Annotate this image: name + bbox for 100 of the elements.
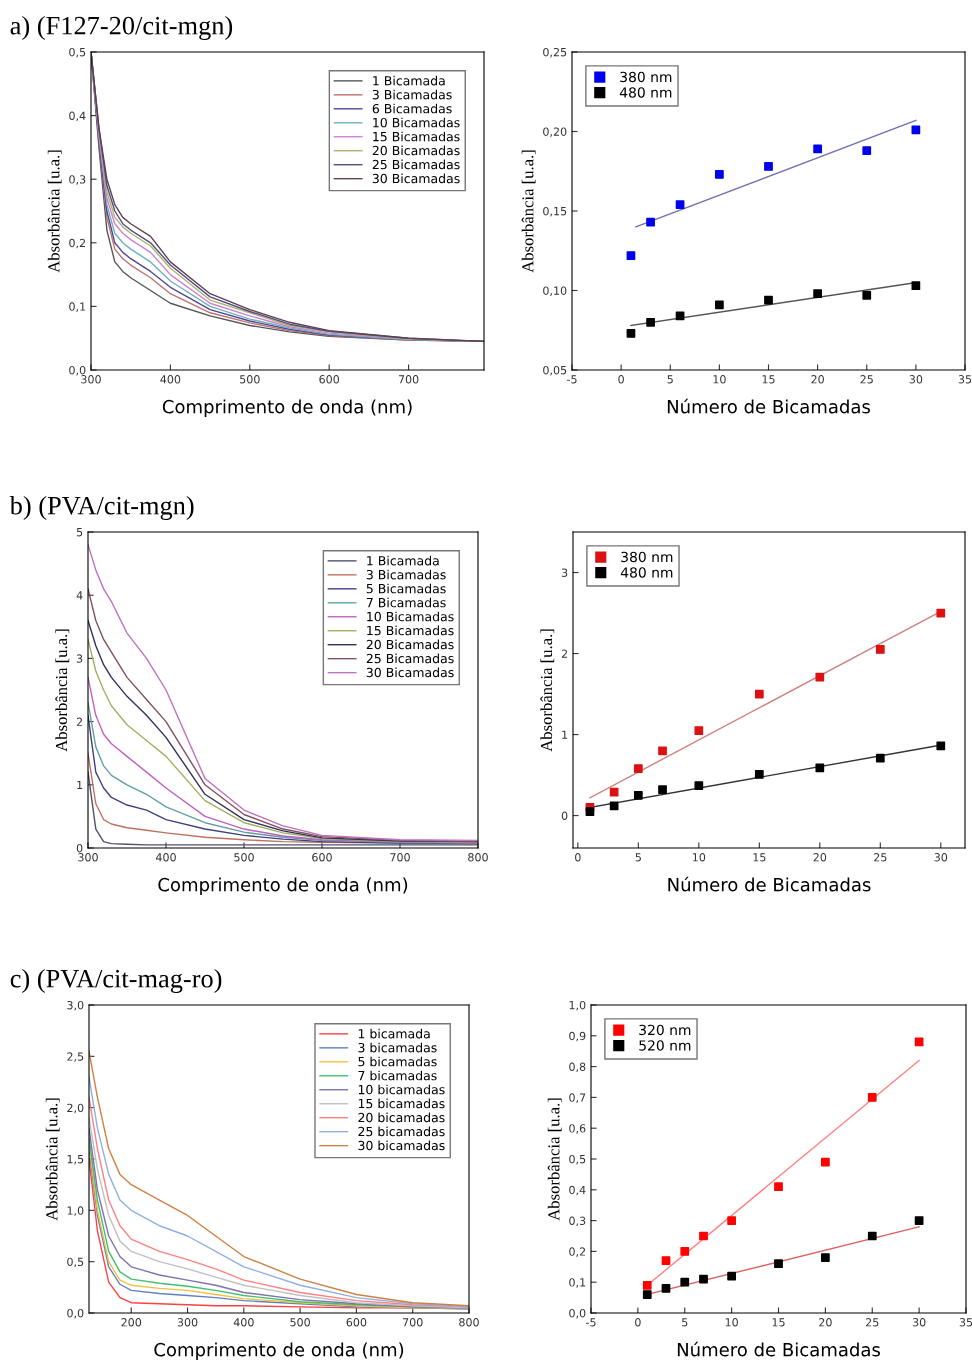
legend-label: 1 bicamada <box>358 1028 430 1039</box>
x-tick-label: 10 <box>725 1318 738 1327</box>
x-tick-label: 25 <box>865 1318 879 1327</box>
chart-title: b) (PVA/cit-mgn) <box>9 495 194 520</box>
x-tick-label: 300 <box>177 1318 198 1327</box>
x-axis-title: Comprimento de onda (nm) <box>154 1342 404 1360</box>
x-tick-label: 800 <box>459 1318 479 1327</box>
legend-label: 3 Bicamadas <box>372 89 452 100</box>
y-axis-title: Absorbância [u.a.] <box>547 1098 562 1221</box>
y-tick-label: 2 <box>561 649 568 658</box>
legend-label: 5 bicamadas <box>358 1056 437 1067</box>
x-tick-label: 200 <box>121 1318 142 1327</box>
chart-title: a) (F127-20/cit-mgn) <box>10 15 233 40</box>
y-tick-label: 2,5 <box>67 1052 84 1062</box>
y-tick-label: 0,4 <box>69 111 86 122</box>
y-tick-label: 1,0 <box>569 1000 586 1011</box>
y-tick-label: 0,2 <box>69 238 86 249</box>
x-tick-label: 10 <box>713 375 726 384</box>
x-tick-label: 300 <box>78 853 98 862</box>
y-tick-label: 0,1 <box>69 302 86 312</box>
y-tick-label: 0,25 <box>543 47 567 58</box>
legend-label: 380 nm <box>621 551 673 563</box>
legend-label: 15 Bicamadas <box>367 625 454 636</box>
y-tick-label: 3,0 <box>67 1000 84 1011</box>
y-tick-label: 0,5 <box>569 1154 586 1165</box>
x-tick-label: 600 <box>312 853 332 862</box>
x-tick-label: 600 <box>346 1318 367 1327</box>
legend-label: 20 bicamadas <box>358 1112 445 1123</box>
legend-label: 30 Bicamadas <box>372 173 460 184</box>
x-tick-label: 25 <box>874 853 887 862</box>
x-tick-label: 25 <box>860 375 873 384</box>
legend-label: 480 nm <box>620 567 673 578</box>
legend-label: 15 bicamadas <box>358 1098 445 1109</box>
y-tick-label: 0 <box>561 811 568 820</box>
x-axis-title: Número de Bicamadas <box>668 876 871 892</box>
x-tick-label: 30 <box>934 853 948 862</box>
x-axis-title: Comprimento de onda (nm) <box>158 877 408 895</box>
legend-label: 480 nm <box>619 87 672 98</box>
y-tick-label: 0,10 <box>543 286 567 297</box>
x-tick-label: 400 <box>160 375 181 384</box>
x-tick-label: 35 <box>959 1318 972 1327</box>
legend-label: 20 Bicamadas <box>372 145 460 156</box>
y-tick-label: 1 <box>77 780 83 790</box>
x-tick-label: 800 <box>468 853 488 862</box>
legend-label: 10 Bicamadas <box>373 117 460 128</box>
y-tick-label: 5 <box>76 528 83 537</box>
y-tick-label: 0,7 <box>569 1093 586 1103</box>
x-tick-label: -5 <box>567 375 577 384</box>
legend-label: 1 Bicamada <box>367 555 439 566</box>
y-tick-label: 0,2 <box>569 1247 586 1257</box>
y-tick-label: 0,9 <box>569 1031 586 1042</box>
legend-label: 520 nm <box>639 1040 691 1051</box>
y-tick-label: 0,5 <box>67 1257 84 1268</box>
y-tick-label: 4 <box>76 591 83 600</box>
legend-label: 10 Bicamadas <box>367 611 454 622</box>
legend-label: 30 bicamadas <box>358 1140 445 1151</box>
y-tick-label: 0,15 <box>543 206 567 217</box>
x-tick-label: 0 <box>635 1318 641 1327</box>
y-tick-label: 1 <box>562 730 568 739</box>
chart-title: c) (PVA/cit-mag-ro) <box>10 968 222 993</box>
legend-label: 3 Bicamadas <box>366 569 446 580</box>
legend-label: 6 Bicamadas <box>372 103 452 114</box>
x-tick-label: 15 <box>772 1318 785 1327</box>
x-tick-label: 20 <box>811 375 824 384</box>
x-tick-label: 10 <box>692 853 706 862</box>
y-tick-label: 1,0 <box>67 1206 84 1216</box>
x-tick-label: 400 <box>155 853 176 862</box>
y-tick-label: 0,5 <box>69 47 86 58</box>
x-tick-label: 15 <box>762 375 775 384</box>
x-tick-label: 35 <box>958 375 972 384</box>
x-tick-label: 700 <box>403 1318 423 1327</box>
y-tick-label: 0,3 <box>569 1216 586 1227</box>
x-axis-title: Comprimento de onda (nm) <box>162 399 412 417</box>
y-tick-label: 0,6 <box>569 1124 586 1134</box>
y-tick-label: 0,3 <box>69 175 86 185</box>
x-tick-label: 5 <box>667 375 673 384</box>
x-tick-label: 5 <box>682 1318 688 1327</box>
legend-label: 7 Bicamadas <box>366 597 446 608</box>
x-tick-label: 20 <box>819 1318 832 1327</box>
y-tick-label: 2,0 <box>67 1103 84 1114</box>
y-tick-label: 1,5 <box>67 1155 84 1165</box>
x-tick-label: 20 <box>813 853 827 862</box>
x-tick-label: 5 <box>635 853 641 862</box>
y-tick-label: 0,05 <box>543 365 567 376</box>
x-tick-label: 30 <box>909 375 923 384</box>
y-tick-label: 0,0 <box>569 1308 586 1319</box>
y-tick-label: 0 <box>76 843 83 853</box>
x-tick-label: 500 <box>234 853 254 862</box>
x-tick-label: 0 <box>618 375 624 384</box>
y-tick-label: 0,4 <box>569 1185 586 1196</box>
legend-label: 30 Bicamadas <box>366 667 454 678</box>
x-axis-title: Número de Bicamadas <box>677 1341 880 1357</box>
y-axis-title: Absorbância [u.a.] <box>47 150 62 273</box>
y-axis-title: Absorbância [u.a.] <box>45 1098 60 1221</box>
legend-label: 25 bicamadas <box>358 1126 445 1137</box>
y-axis-title: Absorbância [u.a.] <box>540 629 555 752</box>
y-tick-label: 2 <box>76 717 83 726</box>
x-tick-label: 500 <box>290 1318 310 1327</box>
legend-label: 320 nm <box>639 1024 691 1036</box>
legend-label: 3 bicamadas <box>358 1042 437 1053</box>
